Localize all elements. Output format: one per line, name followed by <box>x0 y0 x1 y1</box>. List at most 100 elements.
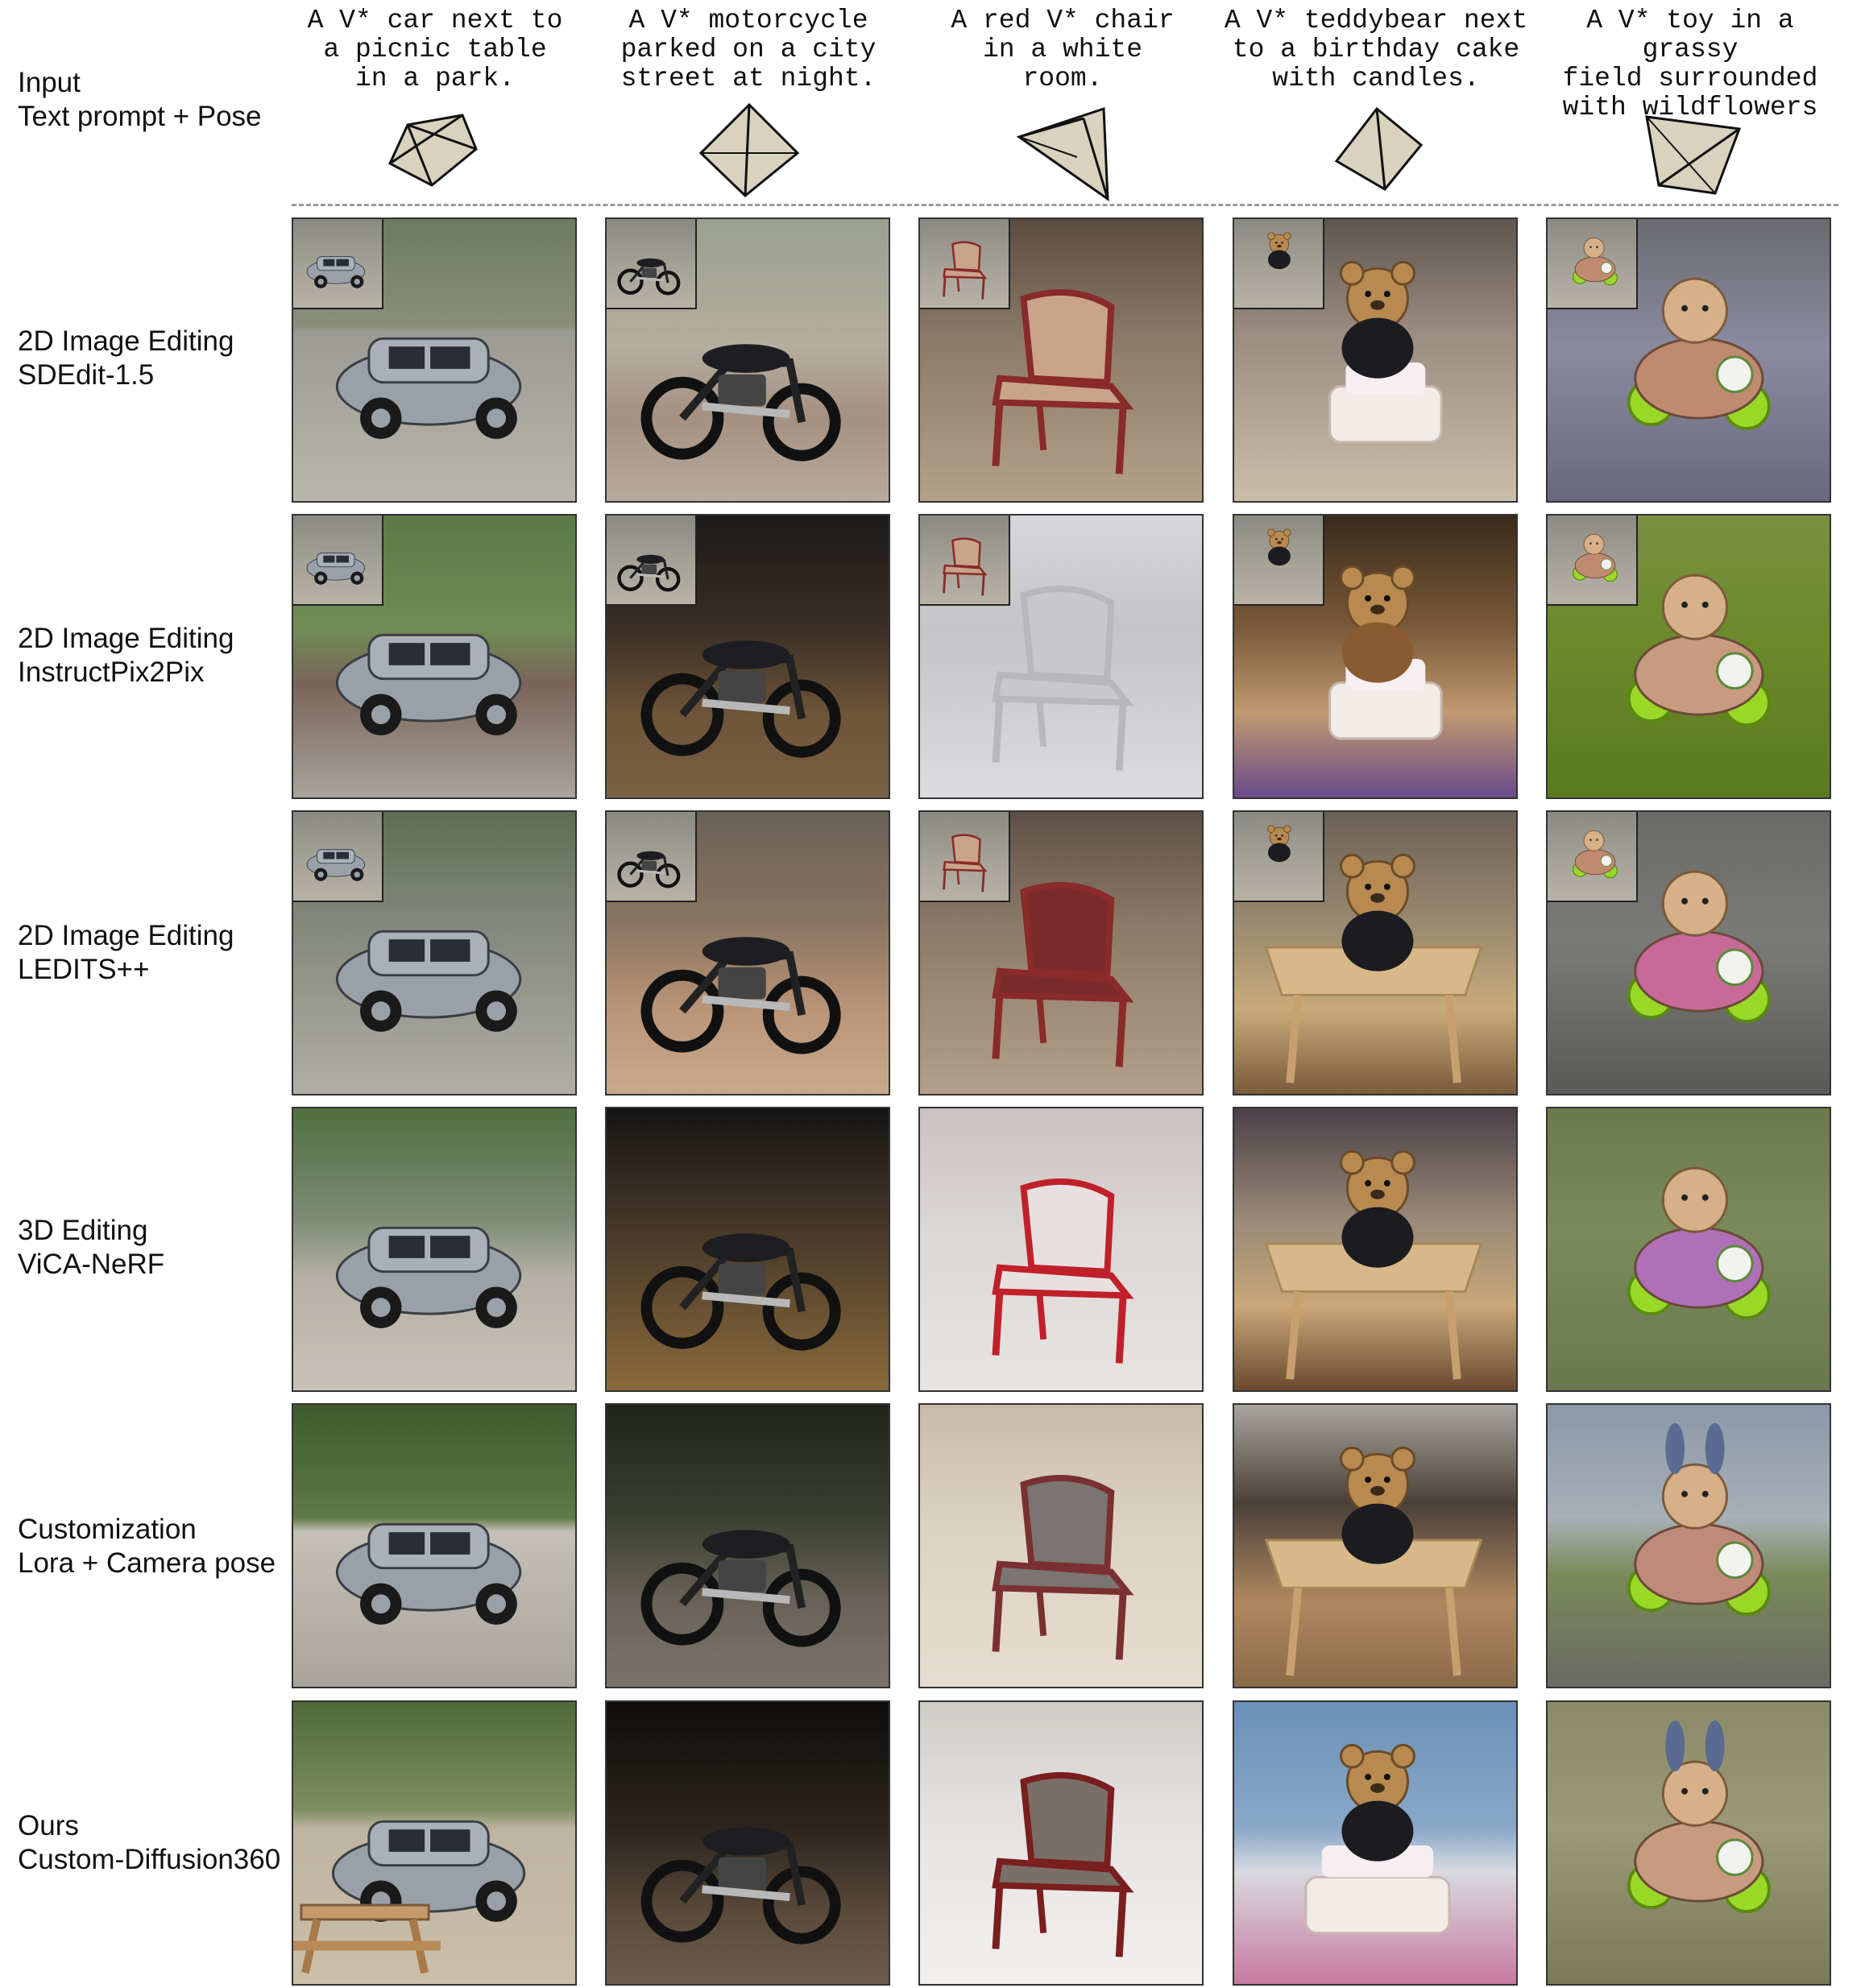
car-illustration <box>293 1820 526 1974</box>
input-reference-inset <box>293 516 383 606</box>
motorcycle-illustration <box>640 640 841 758</box>
chair-inset-illustration <box>943 834 988 893</box>
result-image-toy-customization <box>1546 1403 1831 1688</box>
chair-illustration <box>992 586 1134 771</box>
result-image-chair-instructpix2pix <box>918 514 1204 799</box>
teddybear-illustration <box>1264 1446 1483 1676</box>
teddybear-inset-illustration <box>1267 528 1291 566</box>
toy-inset-illustration <box>1573 533 1618 582</box>
result-image-chair-sdedit <box>918 217 1204 503</box>
row-label-ours: Ours Custom-Diffusion360 <box>18 1809 280 1877</box>
camera-pose-icon <box>1016 106 1109 201</box>
result-image-chair-ledits <box>918 810 1204 1095</box>
motorcycle-inset-illustration <box>617 554 681 592</box>
row-subtitle: SDEdit-1.5 <box>18 359 155 391</box>
prompt-motorcycle: A V* motorcycle parked on a city street … <box>620 6 877 93</box>
teddybear-illustration <box>1304 1743 1451 1935</box>
input-reference-inset <box>1548 812 1638 902</box>
row-title: Customization <box>18 1514 197 1545</box>
toy-illustration <box>1627 870 1771 1024</box>
row-label-instructpix2pix: 2D Image Editing InstructPix2Pix <box>18 622 234 690</box>
prompt-chair: A red V* chair in a white room. <box>951 6 1175 93</box>
teddybear-inset-illustration <box>1267 232 1291 270</box>
car-illustration <box>335 930 522 1032</box>
motorcycle-inset-illustration <box>617 851 681 888</box>
teddybear-inset-illustration <box>1267 825 1291 863</box>
divider-line <box>292 204 1838 206</box>
row-label-customization: Customization Lora + Camera pose <box>18 1513 276 1580</box>
chair-inset-illustration <box>943 241 988 300</box>
motorcycle-illustration <box>640 1233 841 1351</box>
row-label-vica-nerf: 3D Editing ViCA-NeRF <box>18 1214 164 1282</box>
result-image-motorcycle-customization <box>605 1403 890 1688</box>
car-inset-illustration <box>306 553 366 585</box>
toy-illustration <box>1627 574 1771 727</box>
chair-inset-illustration <box>943 537 988 596</box>
motorcycle-illustration <box>640 1530 841 1647</box>
chair-illustration <box>992 882 1134 1067</box>
row-subtitle: InstructPix2Pix <box>18 656 205 688</box>
toy-illustration <box>1627 277 1771 431</box>
row-subtitle: Lora + Camera pose <box>18 1547 276 1579</box>
input-reference-inset <box>920 516 1010 606</box>
row-title: Ours <box>18 1810 79 1841</box>
result-image-car-ours <box>292 1700 577 1986</box>
car-illustration <box>335 1522 522 1625</box>
prompt-car: A V* car next to a picnic table in a par… <box>307 6 563 93</box>
result-image-car-ledits <box>292 810 577 1095</box>
result-image-teddybear-vica-nerf <box>1233 1107 1518 1392</box>
input-reference-inset <box>1234 812 1324 902</box>
result-image-chair-vica-nerf <box>918 1107 1204 1392</box>
input-reference-inset <box>920 812 1010 902</box>
result-image-toy-instructpix2pix <box>1546 514 1831 799</box>
input-reference-inset <box>1234 219 1324 309</box>
car-inset-illustration <box>306 256 366 288</box>
chair-illustration <box>992 1772 1134 1957</box>
result-image-toy-vica-nerf <box>1546 1107 1831 1392</box>
camera-pose-icon <box>698 102 800 198</box>
motorcycle-illustration <box>640 937 841 1054</box>
car-illustration <box>335 633 522 735</box>
result-image-car-instructpix2pix <box>292 514 577 799</box>
row-title: 2D Image Editing <box>18 920 234 951</box>
result-image-car-vica-nerf <box>292 1107 577 1392</box>
result-image-teddybear-ours <box>1233 1700 1518 1986</box>
row-label-input: Input Text prompt + Pose <box>18 66 262 134</box>
prompt-teddybear: A V* teddybear next to a birthday cake w… <box>1224 6 1528 93</box>
toy-illustration <box>1627 1166 1771 1320</box>
row-subtitle: LEDITS++ <box>18 954 150 985</box>
teddybear-illustration <box>1328 565 1443 740</box>
motorcycle-inset-illustration <box>617 258 681 296</box>
camera-pose-icon <box>388 114 478 187</box>
teddybear-illustration <box>1264 853 1483 1083</box>
result-image-teddybear-ledits <box>1233 810 1518 1095</box>
row-title: 2D Image Editing <box>18 623 234 654</box>
chair-illustration <box>992 289 1134 474</box>
car-inset-illustration <box>306 849 366 881</box>
result-image-motorcycle-ours <box>605 1700 890 1986</box>
result-image-motorcycle-instructpix2pix <box>605 514 890 799</box>
car-illustration <box>335 1226 522 1328</box>
result-image-motorcycle-sdedit <box>605 217 890 503</box>
chair-illustration <box>992 1475 1134 1660</box>
camera-pose-icon <box>1334 106 1424 191</box>
input-reference-inset <box>607 812 697 902</box>
teddybear-illustration <box>1328 260 1443 444</box>
result-image-teddybear-customization <box>1233 1403 1518 1688</box>
result-image-chair-ours <box>918 1700 1204 1986</box>
result-image-toy-ledits <box>1546 810 1831 1095</box>
result-image-car-sdedit <box>292 217 577 503</box>
camera-pose-icon <box>1645 115 1742 195</box>
input-reference-inset <box>293 812 383 902</box>
toy-illustration <box>1627 1423 1771 1617</box>
input-reference-inset <box>607 219 697 309</box>
row-subtitle: Custom-Diffusion360 <box>18 1844 281 1875</box>
input-reference-inset <box>293 219 383 309</box>
chair-illustration <box>992 1178 1134 1364</box>
row-title: Input <box>18 67 81 98</box>
row-title: 3D Editing <box>18 1215 148 1246</box>
teddybear-illustration <box>1264 1149 1483 1380</box>
motorcycle-illustration <box>640 1827 841 1945</box>
result-image-car-customization <box>292 1403 577 1688</box>
toy-illustration <box>1627 1720 1771 1914</box>
